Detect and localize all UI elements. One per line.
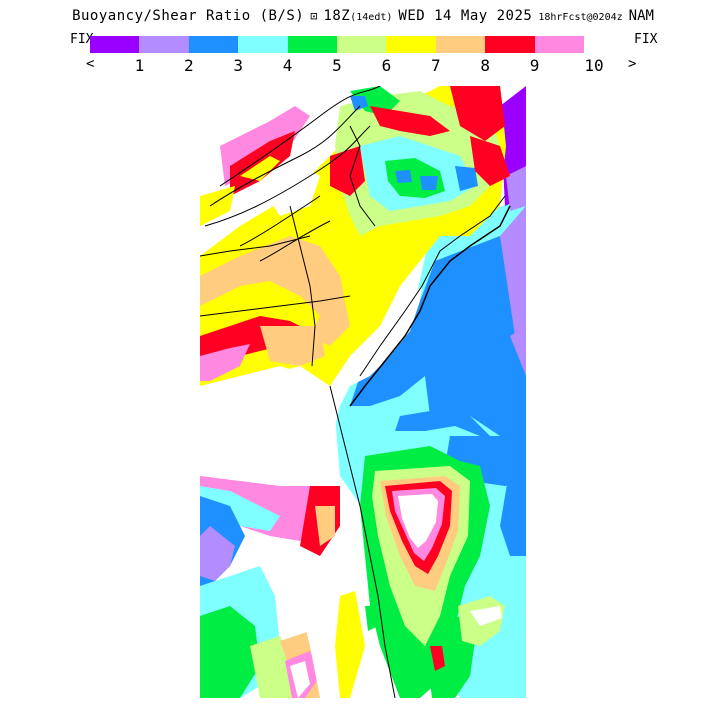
next-arrow-button[interactable]: > <box>628 56 637 72</box>
legend-tick-4: 4 <box>282 56 293 75</box>
prev-arrow-button[interactable]: < <box>86 56 95 72</box>
map-canvas <box>200 86 526 698</box>
run-date: WED 14 May 2025 <box>398 8 533 24</box>
fix-right-button[interactable]: FIX <box>634 32 658 47</box>
legend-swatch-3 <box>188 36 239 53</box>
legend-swatch-1 <box>90 36 140 53</box>
gulf-coast-white <box>200 366 340 491</box>
fix-left-button[interactable]: FIX <box>70 32 94 47</box>
ocean-blue-north <box>350 226 526 436</box>
legend-swatch-7 <box>386 36 436 53</box>
legend-tick-6: 6 <box>381 56 392 75</box>
model-name: NAM <box>628 8 654 24</box>
legend-tick-2: 2 <box>183 56 194 75</box>
run-local-time: (14edt) <box>350 12 393 23</box>
legend-tick-7: 7 <box>430 56 441 75</box>
legend-tick-3: 3 <box>233 56 244 75</box>
legend-swatch-4 <box>238 36 288 53</box>
product-title: Buoyancy/Shear Ratio (B/S) <box>72 8 305 24</box>
title-bar: Buoyancy/Shear Ratio (B/S) ⊡ 18Z (14edt) … <box>0 8 726 28</box>
legend-tick-9: 9 <box>529 56 540 75</box>
legend-swatch-8 <box>435 36 486 53</box>
legend-ticks: 1 2 3 4 5 6 7 8 9 10 <box>0 56 726 76</box>
loop-icon[interactable]: ⊡ <box>310 9 318 23</box>
legend-tick-1: 1 <box>134 56 145 75</box>
legend-tick-8: 8 <box>480 56 491 75</box>
legend-swatch-9 <box>485 36 535 53</box>
legend-swatch-10 <box>534 36 585 53</box>
legend-swatch-2 <box>139 36 189 53</box>
forecast-map[interactable] <box>200 86 526 698</box>
legend-tick-5: 5 <box>332 56 342 75</box>
forecast-hour: 18hrFcst@0204z <box>538 12 623 23</box>
legend-tick-10: 10 <box>584 56 604 75</box>
ocean-lavender-region <box>500 206 526 346</box>
color-legend <box>90 36 585 53</box>
run-time: 18Z <box>323 8 351 24</box>
legend-swatch-6 <box>337 36 387 53</box>
legend-swatch-5 <box>287 36 338 53</box>
